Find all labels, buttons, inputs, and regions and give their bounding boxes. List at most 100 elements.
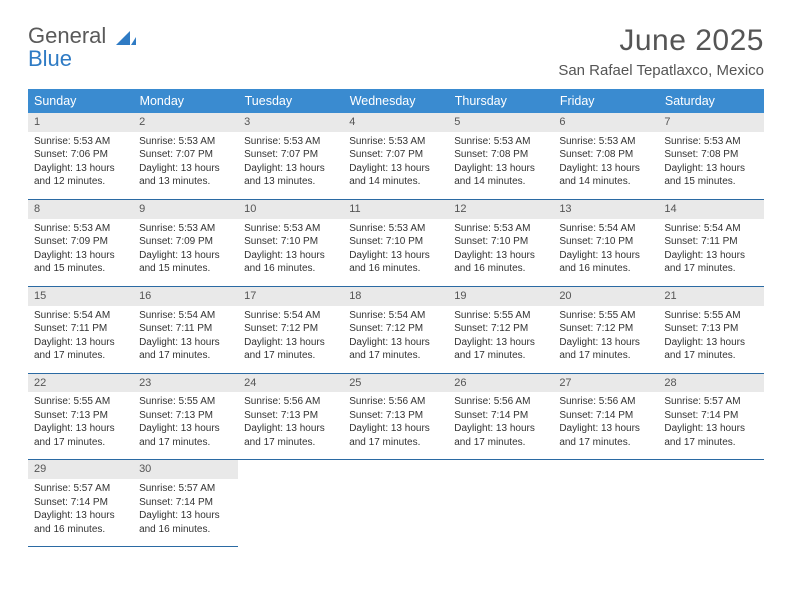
- sunrise-line: Sunrise: 5:57 AM: [664, 395, 757, 409]
- calendar-week-row: 22Sunrise: 5:55 AMSunset: 7:13 PMDayligh…: [28, 373, 764, 460]
- day-body: Sunrise: 5:54 AMSunset: 7:11 PMDaylight:…: [28, 306, 133, 373]
- daylight-line: Daylight: 13 hours and 16 minutes.: [559, 249, 652, 276]
- sunrise-line: Sunrise: 5:54 AM: [139, 309, 232, 323]
- daylight-line: Daylight: 13 hours and 17 minutes.: [664, 336, 757, 363]
- daylight-line: Daylight: 13 hours and 17 minutes.: [349, 336, 442, 363]
- calendar-empty-cell: .: [343, 460, 448, 547]
- sunset-line: Sunset: 7:11 PM: [34, 322, 127, 336]
- sunset-line: Sunset: 7:12 PM: [349, 322, 442, 336]
- calendar-day-cell: 28Sunrise: 5:57 AMSunset: 7:14 PMDayligh…: [658, 373, 763, 460]
- day-body: Sunrise: 5:55 AMSunset: 7:13 PMDaylight:…: [658, 306, 763, 373]
- sunrise-line: Sunrise: 5:56 AM: [349, 395, 442, 409]
- calendar-body: 1Sunrise: 5:53 AMSunset: 7:06 PMDaylight…: [28, 113, 764, 547]
- sunset-line: Sunset: 7:14 PM: [559, 409, 652, 423]
- calendar-empty-cell: .: [238, 460, 343, 547]
- calendar-day-cell: 5Sunrise: 5:53 AMSunset: 7:08 PMDaylight…: [448, 113, 553, 199]
- sunrise-line: Sunrise: 5:53 AM: [559, 135, 652, 149]
- daylight-line: Daylight: 13 hours and 14 minutes.: [559, 162, 652, 189]
- calendar-empty-cell: .: [553, 460, 658, 547]
- daylight-line: Daylight: 13 hours and 14 minutes.: [349, 162, 442, 189]
- sunrise-line: Sunrise: 5:54 AM: [664, 222, 757, 236]
- brand-text: General Blue: [28, 24, 136, 70]
- sunrise-line: Sunrise: 5:55 AM: [139, 395, 232, 409]
- sunset-line: Sunset: 7:13 PM: [349, 409, 442, 423]
- day-number: 27: [553, 374, 658, 393]
- day-number: 7: [658, 113, 763, 132]
- sunset-line: Sunset: 7:11 PM: [139, 322, 232, 336]
- daylight-line: Daylight: 13 hours and 13 minutes.: [244, 162, 337, 189]
- daylight-line: Daylight: 13 hours and 17 minutes.: [244, 336, 337, 363]
- calendar-page: General Blue June 2025 San Rafael Tepatl…: [0, 0, 792, 612]
- calendar-day-cell: 12Sunrise: 5:53 AMSunset: 7:10 PMDayligh…: [448, 199, 553, 286]
- calendar-day-cell: 25Sunrise: 5:56 AMSunset: 7:13 PMDayligh…: [343, 373, 448, 460]
- sunset-line: Sunset: 7:07 PM: [349, 148, 442, 162]
- sunset-line: Sunset: 7:13 PM: [244, 409, 337, 423]
- day-number: 13: [553, 200, 658, 219]
- sunset-line: Sunset: 7:07 PM: [139, 148, 232, 162]
- day-body: Sunrise: 5:57 AMSunset: 7:14 PMDaylight:…: [133, 479, 238, 546]
- day-body: Sunrise: 5:53 AMSunset: 7:10 PMDaylight:…: [238, 219, 343, 286]
- calendar-week-row: 15Sunrise: 5:54 AMSunset: 7:11 PMDayligh…: [28, 286, 764, 373]
- daylight-line: Daylight: 13 hours and 17 minutes.: [139, 336, 232, 363]
- calendar-day-cell: 15Sunrise: 5:54 AMSunset: 7:11 PMDayligh…: [28, 286, 133, 373]
- sunrise-line: Sunrise: 5:53 AM: [454, 222, 547, 236]
- day-body: Sunrise: 5:53 AMSunset: 7:07 PMDaylight:…: [133, 132, 238, 199]
- sunset-line: Sunset: 7:10 PM: [454, 235, 547, 249]
- calendar-day-cell: 1Sunrise: 5:53 AMSunset: 7:06 PMDaylight…: [28, 113, 133, 199]
- daylight-line: Daylight: 13 hours and 17 minutes.: [139, 422, 232, 449]
- sunset-line: Sunset: 7:12 PM: [559, 322, 652, 336]
- daylight-line: Daylight: 13 hours and 16 minutes.: [139, 509, 232, 536]
- day-body: Sunrise: 5:53 AMSunset: 7:08 PMDaylight:…: [658, 132, 763, 199]
- calendar-day-cell: 19Sunrise: 5:55 AMSunset: 7:12 PMDayligh…: [448, 286, 553, 373]
- calendar-header-row: Sunday Monday Tuesday Wednesday Thursday…: [28, 89, 764, 113]
- day-body: Sunrise: 5:53 AMSunset: 7:08 PMDaylight:…: [553, 132, 658, 199]
- calendar-day-cell: 22Sunrise: 5:55 AMSunset: 7:13 PMDayligh…: [28, 373, 133, 460]
- day-number: 4: [343, 113, 448, 132]
- sunrise-line: Sunrise: 5:57 AM: [139, 482, 232, 496]
- sunset-line: Sunset: 7:08 PM: [454, 148, 547, 162]
- day-number: 17: [238, 287, 343, 306]
- sunrise-line: Sunrise: 5:56 AM: [559, 395, 652, 409]
- sunrise-line: Sunrise: 5:55 AM: [664, 309, 757, 323]
- calendar-day-cell: 3Sunrise: 5:53 AMSunset: 7:07 PMDaylight…: [238, 113, 343, 199]
- daylight-line: Daylight: 13 hours and 16 minutes.: [244, 249, 337, 276]
- calendar-week-row: 1Sunrise: 5:53 AMSunset: 7:06 PMDaylight…: [28, 113, 764, 199]
- sunset-line: Sunset: 7:10 PM: [349, 235, 442, 249]
- brand-line2: Blue: [28, 46, 72, 71]
- calendar-day-cell: 16Sunrise: 5:54 AMSunset: 7:11 PMDayligh…: [133, 286, 238, 373]
- day-number: 30: [133, 460, 238, 479]
- daylight-line: Daylight: 13 hours and 17 minutes.: [34, 336, 127, 363]
- daylight-line: Daylight: 13 hours and 17 minutes.: [34, 422, 127, 449]
- day-body: Sunrise: 5:54 AMSunset: 7:12 PMDaylight:…: [343, 306, 448, 373]
- sunrise-line: Sunrise: 5:54 AM: [244, 309, 337, 323]
- calendar-empty-cell: .: [448, 460, 553, 547]
- day-number: 6: [553, 113, 658, 132]
- sunset-line: Sunset: 7:13 PM: [34, 409, 127, 423]
- sunrise-line: Sunrise: 5:54 AM: [34, 309, 127, 323]
- sunset-line: Sunset: 7:06 PM: [34, 148, 127, 162]
- daylight-line: Daylight: 13 hours and 17 minutes.: [559, 422, 652, 449]
- calendar-day-cell: 21Sunrise: 5:55 AMSunset: 7:13 PMDayligh…: [658, 286, 763, 373]
- daylight-line: Daylight: 13 hours and 12 minutes.: [34, 162, 127, 189]
- calendar-day-cell: 2Sunrise: 5:53 AMSunset: 7:07 PMDaylight…: [133, 113, 238, 199]
- day-body: Sunrise: 5:53 AMSunset: 7:09 PMDaylight:…: [28, 219, 133, 286]
- day-number: 26: [448, 374, 553, 393]
- day-number: 29: [28, 460, 133, 479]
- sunrise-line: Sunrise: 5:53 AM: [34, 222, 127, 236]
- calendar-day-cell: 6Sunrise: 5:53 AMSunset: 7:08 PMDaylight…: [553, 113, 658, 199]
- daylight-line: Daylight: 13 hours and 17 minutes.: [559, 336, 652, 363]
- day-number: 12: [448, 200, 553, 219]
- day-number: 2: [133, 113, 238, 132]
- calendar-day-cell: 13Sunrise: 5:54 AMSunset: 7:10 PMDayligh…: [553, 199, 658, 286]
- day-body: Sunrise: 5:56 AMSunset: 7:13 PMDaylight:…: [343, 392, 448, 459]
- weekday-header: Sunday: [28, 89, 133, 113]
- day-body: Sunrise: 5:55 AMSunset: 7:13 PMDaylight:…: [133, 392, 238, 459]
- calendar-day-cell: 17Sunrise: 5:54 AMSunset: 7:12 PMDayligh…: [238, 286, 343, 373]
- calendar-day-cell: 29Sunrise: 5:57 AMSunset: 7:14 PMDayligh…: [28, 460, 133, 547]
- brand-line1: General: [28, 23, 106, 48]
- day-number: 8: [28, 200, 133, 219]
- day-body: Sunrise: 5:53 AMSunset: 7:09 PMDaylight:…: [133, 219, 238, 286]
- day-body: Sunrise: 5:56 AMSunset: 7:14 PMDaylight:…: [553, 392, 658, 459]
- calendar-day-cell: 14Sunrise: 5:54 AMSunset: 7:11 PMDayligh…: [658, 199, 763, 286]
- daylight-line: Daylight: 13 hours and 17 minutes.: [664, 422, 757, 449]
